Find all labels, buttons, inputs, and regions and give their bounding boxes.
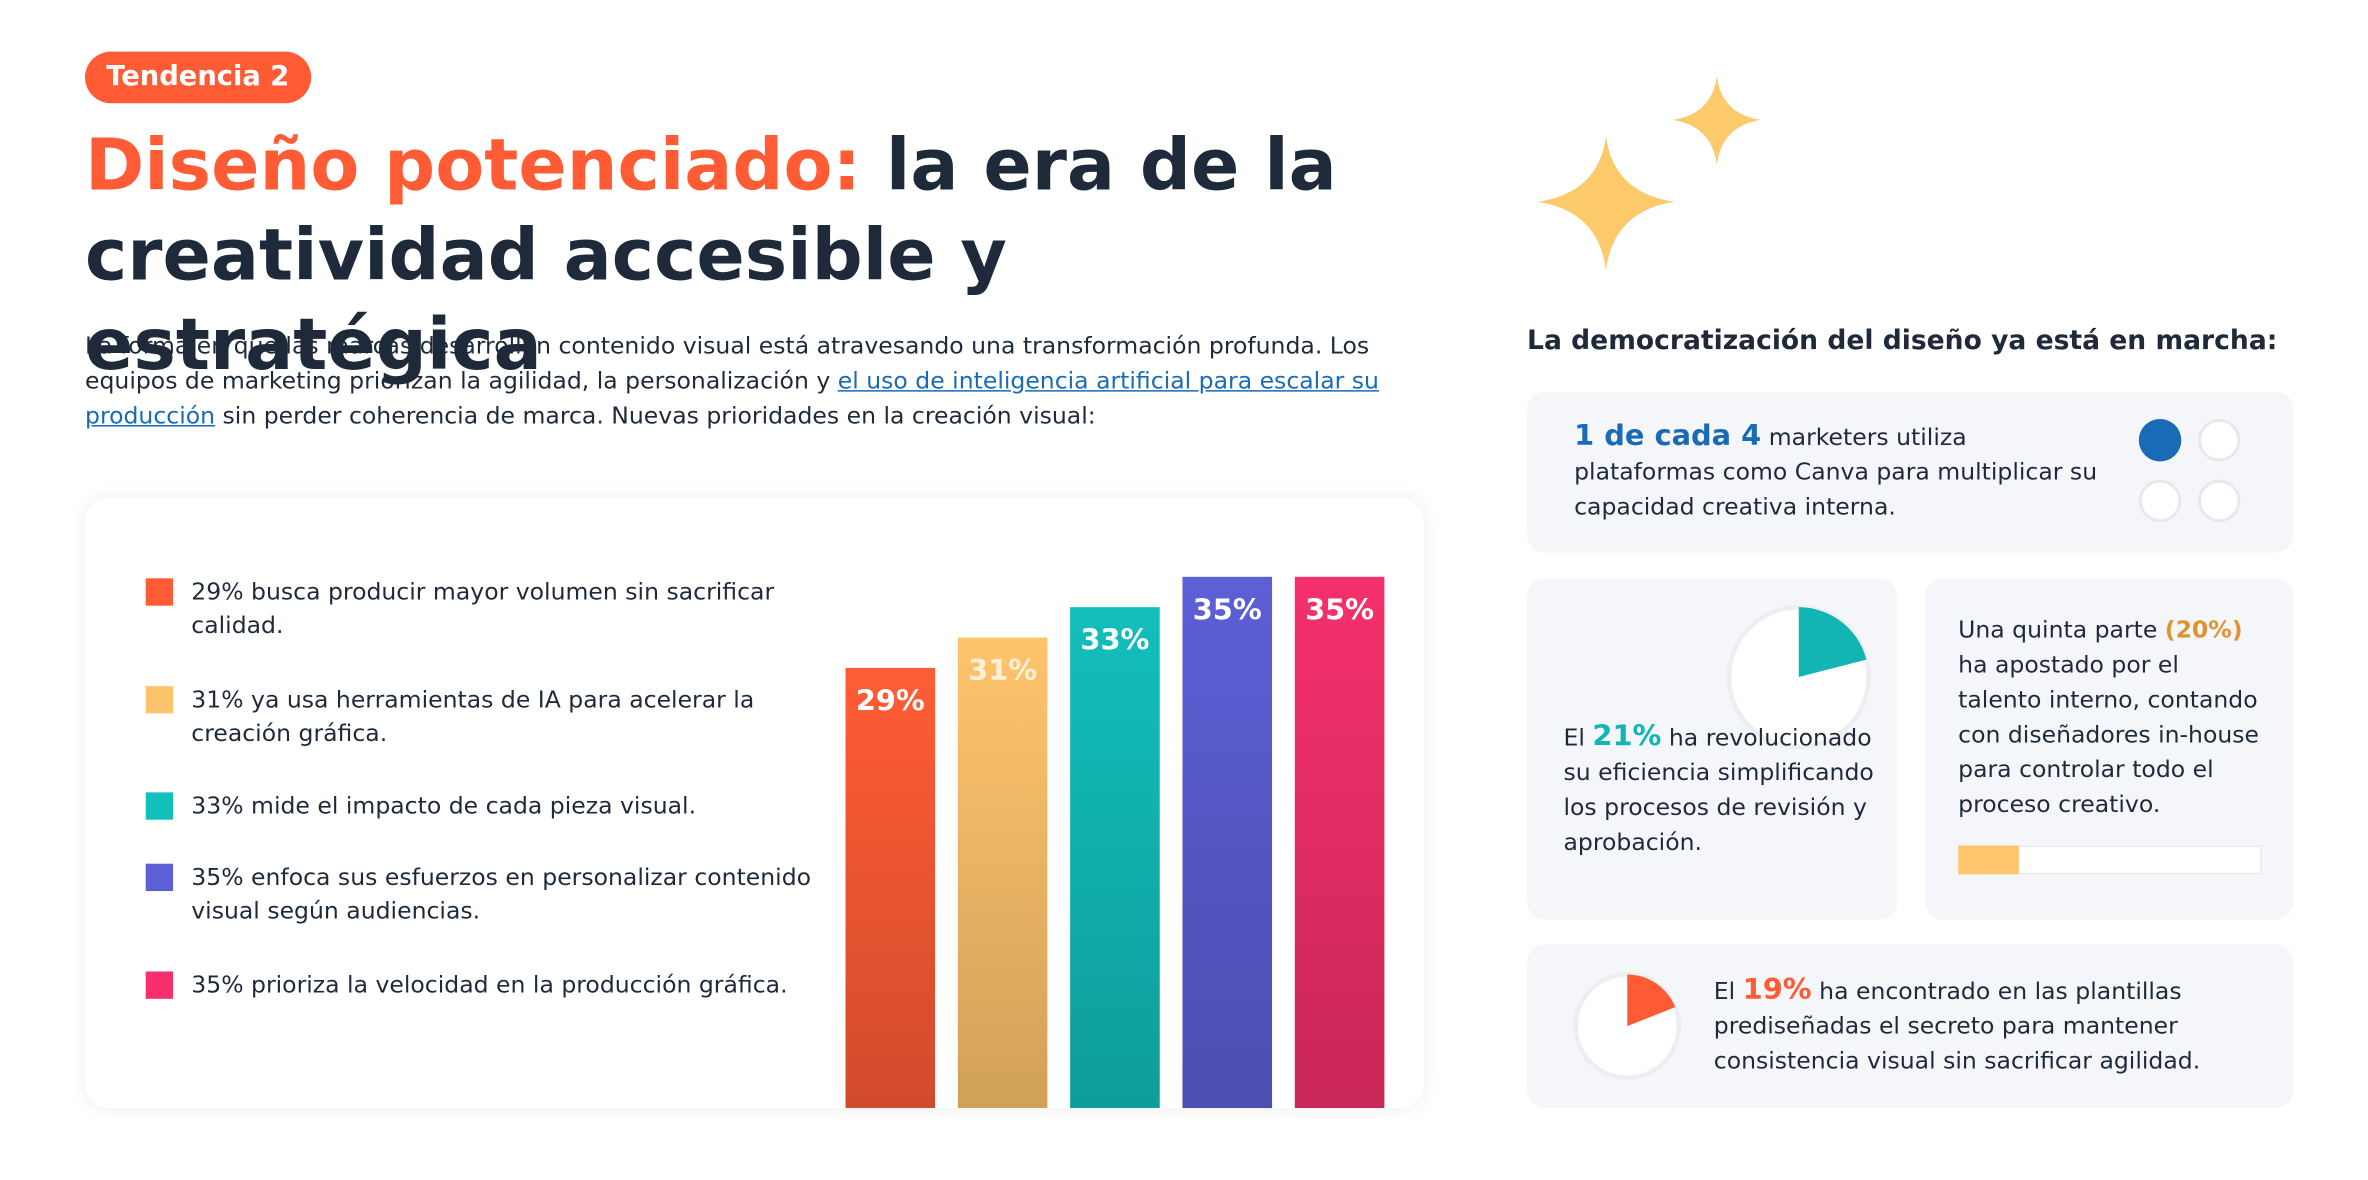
card-text: El 19% ha encontrado en las plantillas p…	[1714, 973, 2245, 1079]
value-label: 35%	[1305, 592, 1374, 626]
pie	[1573, 972, 1682, 1081]
legend-item: 29% busca producir mayor volumen sin sac…	[145, 575, 814, 642]
intro-text: sin perder coherencia de marca. Nuevas p…	[215, 402, 1096, 430]
pie-wedge	[1627, 974, 1676, 1027]
side-title: La democratización del diseño ya está en…	[1527, 326, 2278, 357]
intro-text: La forma en que las marcas desarrollan c…	[85, 332, 1370, 395]
dot	[2197, 479, 2241, 523]
title-rest: la era de la creatividad accesible y est…	[85, 124, 1337, 388]
dots	[2138, 418, 2241, 523]
card-text: 1 de cada 4 marketers utiliza plataforma…	[1574, 419, 2098, 525]
title: Diseño potenciado: la era de la creativi…	[85, 121, 1451, 390]
text: Una quinta parte	[1958, 616, 2165, 644]
legend-swatch	[145, 971, 174, 999]
text: ha encontrado en las plantillas prediseñ…	[1713, 977, 2201, 1075]
value-label: 33%	[1080, 623, 1149, 657]
progress	[1958, 845, 2262, 875]
legend-item: 33% mide el impacto de cada pieza visual…	[145, 789, 814, 822]
legend-item: 31% ya usa herramientas de IA para acele…	[145, 683, 814, 750]
legend-swatch	[145, 686, 174, 714]
title-highlight: Diseño potenciado:	[85, 124, 862, 208]
legend-label: 35% prioriza la velocidad en la producci…	[191, 971, 788, 999]
bar-shade	[1182, 576, 1273, 1109]
pie	[1726, 604, 1871, 750]
value-label: 29%	[856, 683, 925, 717]
sparkle	[1537, 136, 1675, 271]
bar-shade	[957, 637, 1048, 1109]
pie-wedge	[1798, 607, 1867, 678]
legend-item: 35% prioriza la velocidad en la producci…	[145, 968, 814, 1001]
bar-chart: 29% 31% 33% 35% 35%	[845, 576, 1385, 1109]
bar-shade	[1070, 607, 1160, 1109]
highlight: 19%	[1742, 973, 1812, 1007]
dot	[2138, 418, 2182, 462]
sparkles	[1537, 75, 1761, 271]
highlight: 1 de cada 4	[1574, 418, 1762, 453]
badge: Tendencia 2	[85, 51, 311, 104]
bar-shade	[1294, 576, 1385, 1109]
legend-label: 29% busca producir mayor volumen sin sac…	[191, 578, 775, 640]
value-label: 35%	[1193, 592, 1262, 626]
dot	[2138, 479, 2182, 523]
text: ha revolucionado su eficiencia simplific…	[1563, 724, 1874, 857]
text: El	[1563, 724, 1593, 752]
progress-fill	[1958, 845, 2019, 875]
legend-swatch	[145, 863, 174, 892]
text: El	[1713, 977, 1743, 1005]
text: marketers utiliza plataformas como Canva…	[1574, 423, 2098, 521]
highlight: 21%	[1592, 719, 1662, 753]
legend-label: 31% ya usa herramientas de IA para acele…	[191, 686, 755, 747]
legend-label: 33% mide el impacto de cada pieza visual…	[191, 792, 697, 820]
card-text: Una quinta parte (20%) ha apostado por e…	[1958, 613, 2269, 822]
highlight: (20%)	[2164, 616, 2243, 644]
intro: La forma en que las marcas desarrollan c…	[85, 329, 1421, 434]
card	[1527, 391, 2294, 553]
dot	[2197, 418, 2241, 462]
legend-swatch	[145, 578, 174, 606]
value-label: 31%	[968, 653, 1037, 687]
card-text: El 21% ha revolucionado su eficiencia si…	[1563, 720, 1882, 861]
legend-label: 35% enfoca sus esfuerzos en personalizar…	[191, 863, 812, 925]
sparkle	[1672, 75, 1761, 166]
bar-shade	[845, 667, 936, 1109]
legend-item: 35% enfoca sus esfuerzos en personalizar…	[145, 861, 814, 928]
legend-swatch	[145, 792, 174, 820]
text: ha apostado por el talento interno, cont…	[1958, 651, 2260, 819]
intro-link[interactable]: el uso de inteligencia artificial para e…	[85, 367, 1379, 430]
